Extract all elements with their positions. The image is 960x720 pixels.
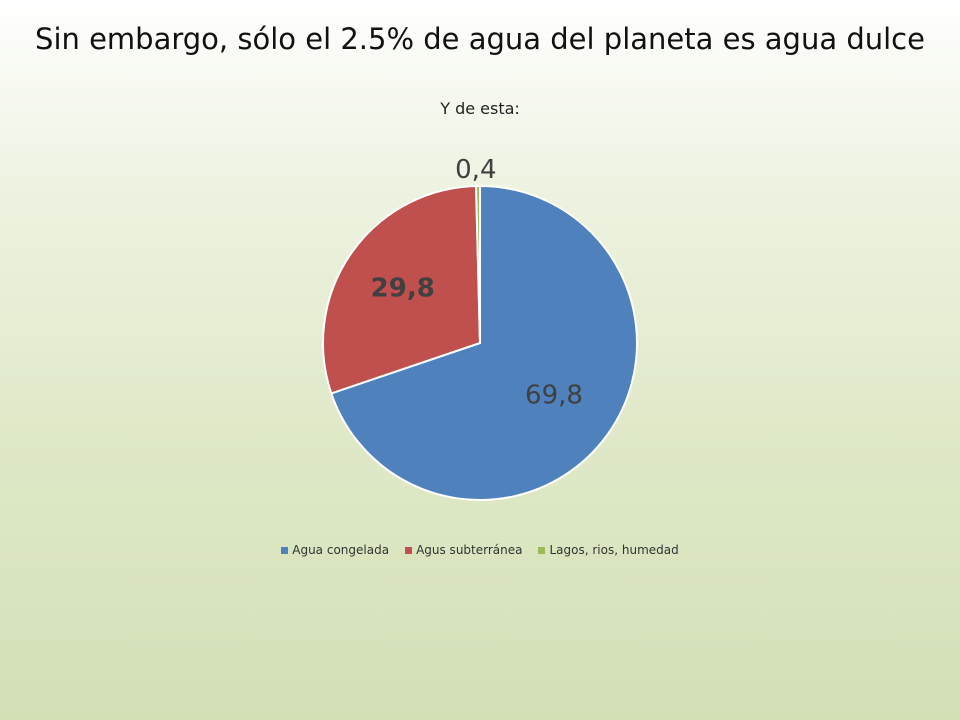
pie-slice-lagos-rios-humedad [475,184,481,344]
legend-swatch [405,546,413,554]
legend-item-lagos-rios-humedad: Lagos, rios, humedad [538,543,679,557]
pie-slice-agus-subterranea [322,185,482,395]
chart-title: Y de esta: [440,99,520,118]
legend-swatch [538,546,546,554]
data-label-agua-congelada: 69,8 [525,381,583,411]
legend-label: Agua congelada [292,543,390,557]
legend-swatch [281,546,289,554]
legend-label: Lagos, rios, humedad [549,543,679,557]
data-label-lagos-rios-humedad: 0,4 [455,155,496,185]
slide-title: Sin embargo, sólo el 2.5% de agua del pl… [35,22,925,56]
chart-legend: Agua congelada Agus subterránea Lagos, rio… [0,543,960,557]
legend-item-agua-congelada: Agua congelada [281,543,389,557]
data-label-agus-subterranea: 29,8 [371,274,435,304]
legend-item-agus-subterranea: Agus subterránea [405,543,522,557]
legend-label: Agus subterránea [416,543,523,557]
pie-slice-agua-congelada [330,184,638,501]
